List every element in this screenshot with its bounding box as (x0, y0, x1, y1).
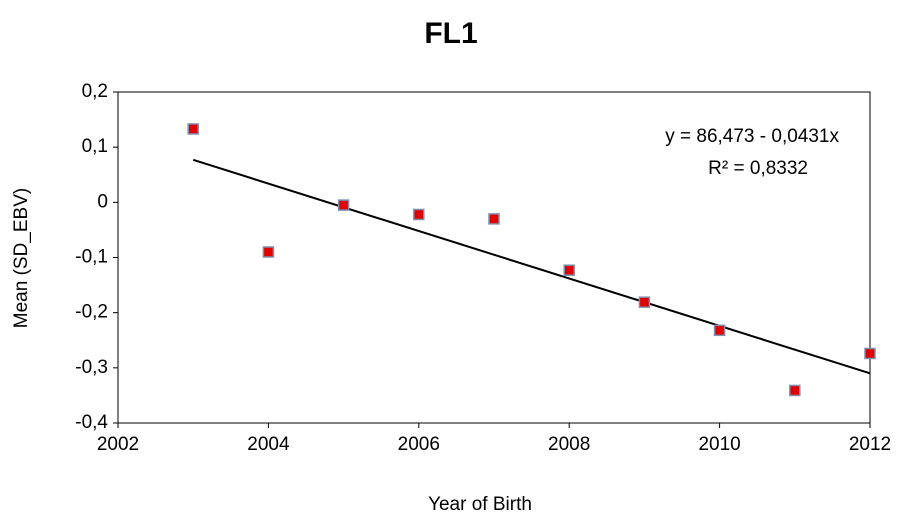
annotation: R² = 0,8332 (708, 158, 808, 179)
point (563, 264, 575, 276)
annotation: y = 86,473 - 0,0431x (665, 126, 839, 147)
x-tick-label: 2008 (548, 434, 590, 455)
point (337, 199, 350, 211)
trendline (192, 158, 871, 375)
point (187, 123, 199, 135)
point (413, 208, 425, 221)
chart-title: FL1 (424, 17, 477, 50)
y-tick-label: -0,2 (75, 302, 108, 323)
x-tick-label: 2006 (398, 434, 440, 455)
x-tick-label: 2002 (97, 434, 139, 455)
point (488, 213, 500, 225)
point (864, 347, 876, 360)
point (262, 246, 275, 258)
y-tick-label: -0,4 (75, 412, 108, 433)
point (638, 296, 651, 308)
y-tick-label: -0,3 (75, 357, 108, 378)
y-axis-label: Mean (SD_EBV) (11, 188, 32, 328)
point (713, 324, 726, 337)
x-tick-label: 2012 (849, 434, 891, 455)
x-tick-label: 2010 (698, 434, 740, 455)
x-tick-label: 2004 (247, 434, 290, 455)
y-tick-label: 0,2 (82, 81, 108, 102)
point (789, 384, 801, 397)
y-tick-label: 0 (97, 191, 108, 212)
x-axis-label: Year of Birth (428, 494, 532, 515)
y-tick-label: -0,1 (75, 247, 108, 268)
y-tick-label: 0,1 (82, 136, 108, 157)
